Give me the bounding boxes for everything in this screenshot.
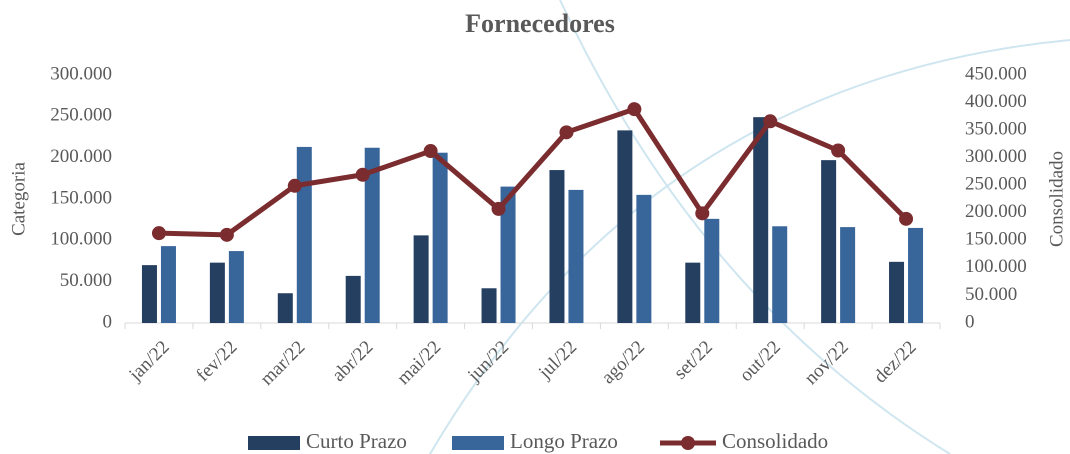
x-tick-label: jan/22 [124,337,173,386]
bar [908,227,924,323]
x-tick-label: mar/22 [256,337,309,390]
x-tick-label: jul/22 [534,337,581,384]
line-marker [695,206,710,221]
y2-tick-label: 100.000 [965,256,1027,277]
x-tick-label: fev/22 [192,337,241,386]
y-tick-label: 100.000 [50,229,112,250]
bar [840,227,856,323]
bar [500,186,516,323]
bar [685,262,701,323]
y2-tick-label: 350.000 [965,118,1027,139]
y-tick-label: 250.000 [50,105,112,126]
bar [364,147,380,323]
x-tick-label: mai/22 [393,337,445,389]
legend-label: Longo Prazo [510,429,618,453]
line [158,106,908,238]
decoration [429,39,1070,454]
line-marker [423,144,438,159]
x-tick-label: jun/22 [463,337,513,387]
x-tick-label: nov/22 [801,337,853,389]
y2-tick-label: 0 [965,311,975,332]
line-marker [151,226,166,241]
bar [617,130,633,323]
line-marker [627,102,642,117]
y-tick-label: 0 [103,311,113,332]
x-tick-label: set/22 [670,337,717,384]
y-axis-title: Categoria [8,162,29,236]
line-marker [491,201,506,216]
legend-swatch [681,436,695,450]
bar [160,246,176,323]
bar [209,262,225,323]
x-tick-label: dez/22 [870,337,921,388]
x-tick-label: out/22 [736,337,785,386]
line-marker [355,167,370,182]
bar [432,152,448,323]
legend-swatch [452,436,504,450]
bar [753,117,769,323]
y2-tick-label: 300.000 [965,146,1027,167]
y2-axis-title: Consolidado [1046,151,1067,247]
bar [345,275,361,323]
y2-tick-label: 50.000 [965,284,1017,305]
line-marker [219,227,234,242]
bar [568,189,584,323]
y-tick-label: 200.000 [50,146,112,167]
line-marker [831,143,846,158]
bar [772,226,788,323]
line-marker [559,125,574,140]
y-tick-label: 150.000 [50,187,112,208]
bar [413,235,429,323]
bar [889,261,905,323]
bar [821,160,837,323]
legend-label: Consolidado [722,429,828,453]
bar [141,265,157,323]
y2-tick-label: 150.000 [965,229,1027,250]
y2-tick-label: 450.000 [965,63,1027,84]
bar [636,194,652,323]
x-tick-label: abr/22 [328,337,377,386]
line-marker [899,211,914,226]
legend-swatch [248,436,300,450]
bar [481,288,497,323]
legend-label: Curto Prazo [306,429,407,453]
y-tick-label: 50.000 [60,270,112,291]
decoration [559,0,951,454]
y2-tick-label: 400.000 [965,91,1027,112]
bar [549,170,565,323]
bar [228,251,244,323]
bar [296,146,312,323]
y2-tick-label: 200.000 [965,201,1027,222]
chart-title: Fornecedores [465,9,615,38]
bar [704,218,720,323]
bar [277,293,293,323]
line-marker [287,178,302,193]
y-tick-label: 300.000 [50,63,112,84]
line-marker [763,114,778,129]
y2-tick-label: 250.000 [965,174,1027,195]
x-tick-label: ago/22 [598,337,649,388]
